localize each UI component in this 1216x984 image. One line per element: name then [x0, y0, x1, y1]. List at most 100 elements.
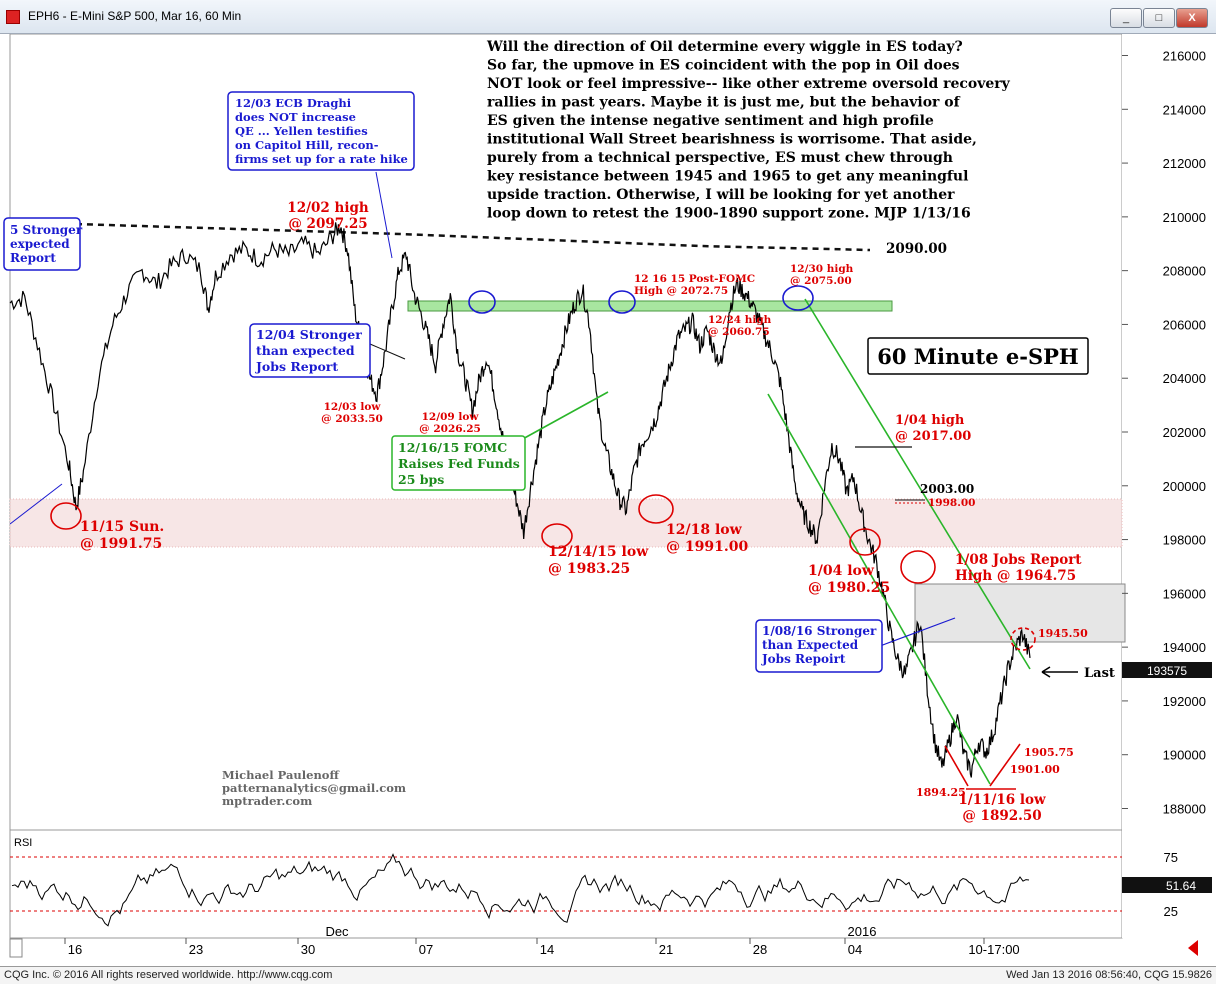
ecb-note-box — [227, 91, 415, 171]
status-bar: CQG Inc. © 2016 All rights reserved worl… — [0, 966, 1216, 984]
price-chart[interactable]: 188000 190000 192000 194000 196000 198000 2000… — [0, 34, 1216, 966]
jobs-0108-box — [755, 619, 883, 673]
price-label: @ 1991.00 — [666, 539, 748, 555]
low-circle-1214 — [541, 523, 573, 549]
note-line: Jobs Report — [255, 359, 338, 374]
resistance-circle-1945 — [1010, 627, 1036, 651]
time-tick-label: 07 — [419, 942, 433, 957]
last-label: Last — [1084, 666, 1115, 681]
price-label: @ 2026.25 — [419, 423, 481, 435]
last-price-value: 193575 — [1147, 664, 1187, 678]
jobs-0108-pointer — [879, 617, 956, 647]
commentary-line: rallies in past years. Maybe it is just … — [487, 95, 961, 111]
fomc-note-box — [391, 435, 526, 491]
window-titlebar: EPH6 - E-Mini S&P 500, Mar 16, 60 Min _ … — [0, 0, 1216, 34]
note-line: 12/16/15 FOMC — [398, 440, 507, 455]
price-label: @ 1980.25 — [808, 580, 890, 596]
scroll-right-arrow-icon[interactable] — [1188, 940, 1198, 956]
low-circle-1115 — [50, 502, 82, 530]
last-arrow-icon — [1041, 666, 1078, 678]
rsi-line — [11, 853, 1030, 927]
support-zone-border — [9, 498, 1123, 548]
price-label: @ 1991.75 — [80, 536, 162, 552]
chart-title: 60 Minute e-SPH — [877, 344, 1079, 369]
time-tick-label: 10-17:00 — [968, 942, 1019, 957]
price-tick-label: 196000 — [1163, 586, 1206, 601]
note-line: 12/04 Stronger — [256, 327, 362, 342]
rsi-level-label: 75 — [1164, 850, 1178, 865]
app-logo-icon — [6, 10, 20, 24]
note-line: Raises Fed Funds — [398, 456, 520, 471]
level-2090-label: 2090.00 — [886, 241, 947, 257]
price-label: 12/24 high — [708, 314, 772, 326]
chart-title-box — [867, 337, 1089, 375]
commentary-line: So far, the upmove in ES coincident with… — [487, 58, 960, 74]
rsi-last-tag — [1122, 877, 1212, 893]
price-tick-label: 198000 — [1163, 533, 1206, 548]
price-label: 11/15 Sun. — [80, 519, 164, 535]
commentary-line: Will the direction of Oil determine ever… — [486, 39, 963, 55]
note-line: than Expected — [762, 638, 859, 652]
reversal-marks — [944, 743, 1021, 787]
price-tick-label: 208000 — [1163, 264, 1206, 279]
note-line: Jobs Repoirt — [761, 652, 846, 666]
rsi-level-label: 25 — [1164, 904, 1178, 919]
close-button[interactable]: X — [1176, 8, 1208, 28]
jobs-1204-pointer — [369, 343, 406, 360]
minimize-button[interactable]: _ — [1110, 8, 1142, 28]
price-tick-label: 216000 — [1163, 49, 1206, 64]
high-circle-1230 — [782, 285, 814, 311]
note-line: does NOT increase — [235, 110, 356, 124]
commentary-line: loop down to retest the 1900-1890 suppor… — [487, 206, 971, 222]
note-line: on Capitol Hill, recon- — [235, 138, 379, 152]
price-tick-label: 194000 — [1163, 640, 1206, 655]
level-2003-label: 2003.00 — [920, 482, 974, 496]
commentary-line: upside traction. Otherwise, I will be lo… — [487, 187, 955, 203]
price-tick-label: 200000 — [1163, 479, 1206, 494]
low-circle-1218 — [638, 494, 674, 524]
note-line: 1/08/16 Stronger — [762, 624, 877, 638]
price-label: @ 2097.25 — [288, 216, 367, 232]
price-tick-label: 188000 — [1163, 801, 1206, 816]
price-label: High @ 2072.75 — [634, 285, 728, 297]
time-tick-label: 23 — [189, 942, 203, 957]
last-price-tag — [1122, 662, 1212, 678]
price-chart-area[interactable]: 188000 190000 192000 194000 196000 198000 2000… — [0, 34, 1216, 966]
price-axis — [1122, 34, 1216, 938]
price-panel — [9, 34, 1123, 831]
resistance-trendline — [9, 220, 871, 252]
jobs-1204-box — [249, 323, 371, 378]
price-label: 12 16 15 Post-FOMC — [634, 273, 755, 285]
rsi-indicator: 75 25 RSI — [10, 837, 1178, 927]
price-tick-label: 214000 — [1163, 102, 1206, 117]
price-annotations: 12/02 high@ 2097.25 11/15 Sun.@ 1991.75 12… — [80, 200, 1115, 824]
level-1905-label: 1905.75 — [1024, 746, 1074, 759]
price-label: 12/18 low — [666, 522, 743, 538]
note-line: 12/03 ECB Draghi — [235, 96, 352, 110]
scroll-left-handle[interactable] — [9, 938, 23, 958]
price-label: 12/30 high — [790, 263, 854, 275]
time-tick-label: 04 — [848, 942, 862, 957]
price-label: @ 1892.50 — [962, 808, 1041, 824]
price-label: 1/04 low — [808, 563, 875, 579]
ecb-pointer — [375, 171, 393, 259]
commentary-text: Will the direction of Oil determine ever… — [486, 39, 1011, 222]
note-line: 25 bps — [398, 472, 444, 487]
maximize-button[interactable]: □ — [1143, 8, 1175, 28]
price-label: 1/08 Jobs Report — [955, 552, 1082, 568]
credit-line: Michael Paulenoff — [222, 768, 340, 782]
commentary-line: key resistance between 1945 and 1965 to … — [487, 169, 968, 185]
price-label: @ 2033.50 — [321, 413, 383, 425]
time-tick-label: 16 — [68, 942, 82, 957]
price-tick-label: 202000 — [1163, 425, 1206, 440]
price-label: 12/14/15 low — [548, 544, 649, 560]
price-tick-label: 206000 — [1163, 317, 1206, 332]
jobs-left-box — [3, 217, 81, 271]
resistance-zone — [914, 583, 1126, 643]
time-tick-label: 30 — [301, 942, 315, 957]
